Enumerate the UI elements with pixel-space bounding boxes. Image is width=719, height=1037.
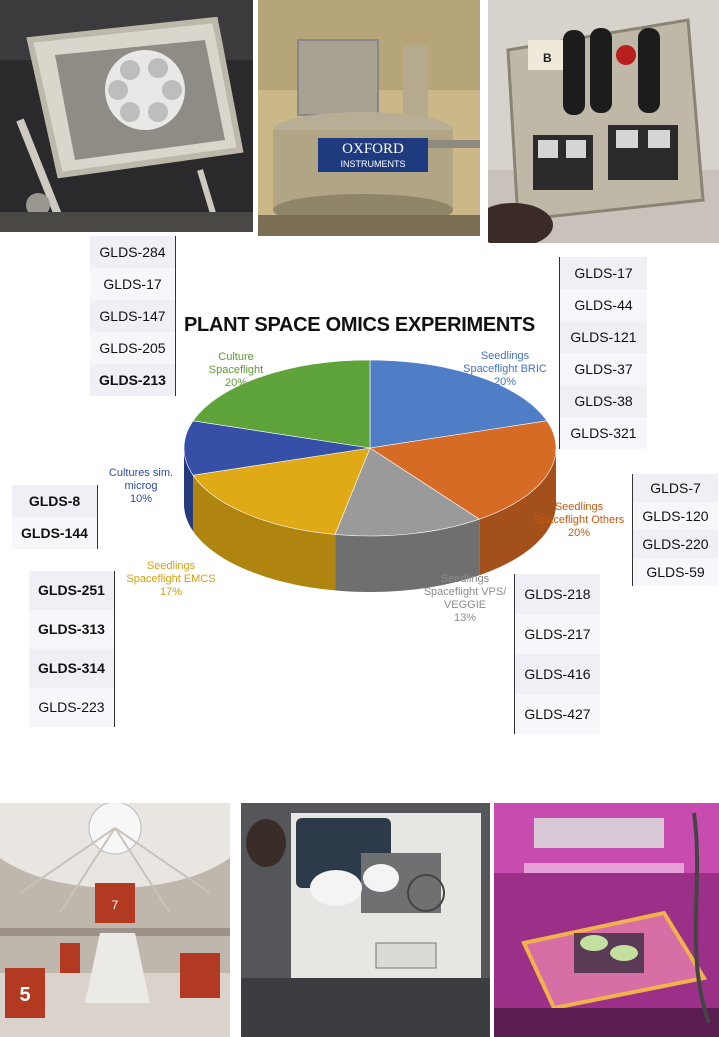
glds-id: GLDS-321 xyxy=(559,417,647,449)
glds-id: GLDS-121 xyxy=(559,321,647,353)
seedlings-emcs-id-list: GLDS-251 GLDS-313 GLDS-314 GLDS-223 xyxy=(29,571,115,727)
pie-slice-cultures-sim-microg xyxy=(183,420,371,476)
pie-slice-side xyxy=(184,448,194,532)
svg-text:7: 7 xyxy=(112,898,119,912)
glds-id: GLDS-17 xyxy=(90,268,176,300)
glds-id: GLDS-314 xyxy=(29,649,115,688)
glds-id: GLDS-59 xyxy=(632,558,718,586)
clinostat-photo xyxy=(0,0,253,232)
glds-id: GLDS-213 xyxy=(90,364,176,396)
pie-slice-seedlings-spaceflight-emcs xyxy=(192,447,371,535)
cultures-microg-id-list: GLDS-8 GLDS-144 xyxy=(12,485,98,549)
glds-id: GLDS-8 xyxy=(12,485,98,517)
instruments-logo-text: INSTRUMENTS xyxy=(341,159,406,169)
oxford-logo-text: OXFORD xyxy=(342,141,404,157)
svg-text:5: 5 xyxy=(19,984,30,1006)
seedlings-bric-id-list: GLDS-17 GLDS-44 GLDS-121 GLDS-37 GLDS-38… xyxy=(559,257,647,449)
pie-chart xyxy=(183,359,557,592)
pie-slice-seedlings-spaceflight-vps-veggie xyxy=(334,447,480,537)
glds-id: GLDS-217 xyxy=(514,614,600,654)
seedlings-veggie-id-list: GLDS-218 GLDS-217 GLDS-416 GLDS-427 xyxy=(514,574,600,734)
glds-id: GLDS-144 xyxy=(12,517,98,549)
bric-hardware-photo: B xyxy=(488,0,719,243)
glds-id: GLDS-44 xyxy=(559,289,647,321)
glds-id: GLDS-38 xyxy=(559,385,647,417)
pie-slice-side xyxy=(193,475,336,591)
oxford-instruments-magnet-photo: OXFORD INSTRUMENTS xyxy=(258,0,480,236)
glds-id: GLDS-251 xyxy=(29,571,115,610)
glds-id: GLDS-37 xyxy=(559,353,647,385)
glds-id: GLDS-205 xyxy=(90,332,176,364)
glds-id: GLDS-147 xyxy=(90,300,176,332)
glds-id: GLDS-427 xyxy=(514,694,600,734)
culture-spaceflight-id-list: GLDS-284 GLDS-17 GLDS-147 GLDS-205 GLDS-… xyxy=(90,236,176,396)
pie-slice-seedlings-spaceflight-bric xyxy=(369,359,548,449)
large-diameter-centrifuge-photo: 7 5 xyxy=(0,803,230,1037)
glds-id: GLDS-17 xyxy=(559,257,647,289)
seedlings-others-id-list: GLDS-7 GLDS-120 GLDS-220 GLDS-59 xyxy=(632,474,718,586)
pie-slice-seedlings-spaceflight-others xyxy=(369,420,557,520)
glds-id: GLDS-218 xyxy=(514,574,600,614)
slice-label-seedlings-others: Seedlings Spaceflight Others 20% xyxy=(533,501,625,539)
pie-slice-side xyxy=(335,519,480,592)
svg-text:B: B xyxy=(543,51,552,65)
glds-id: GLDS-313 xyxy=(29,610,115,649)
slice-label-seedlings-bric: Seedlings Spaceflight BRIC 20% xyxy=(463,350,547,388)
glds-id: GLDS-7 xyxy=(632,474,718,502)
slice-label-culture-spaceflight: Culture Spaceflight 20% xyxy=(208,351,264,389)
slice-label-cultures-microg: Cultures sim. microg 10% xyxy=(108,467,174,505)
glds-id: GLDS-284 xyxy=(90,236,176,268)
slice-label-seedlings-emcs: Seedlings Spaceflight EMCS 17% xyxy=(126,560,216,598)
glds-id: GLDS-220 xyxy=(632,530,718,558)
chart-title: PLANT SPACE OMICS EXPERIMENTS xyxy=(184,314,535,336)
glds-id: GLDS-120 xyxy=(632,502,718,530)
glds-id: GLDS-223 xyxy=(29,688,115,727)
pie-slice-side xyxy=(479,448,556,576)
emcs-iss-photo xyxy=(241,803,490,1037)
veggie-plants-photo xyxy=(494,803,719,1037)
glds-id: GLDS-416 xyxy=(514,654,600,694)
slice-label-seedlings-veggie: Seedlings Spaceflight VPS/VEGGIE 13% xyxy=(423,573,507,624)
pie-slice-culture-spaceflight xyxy=(192,359,371,449)
